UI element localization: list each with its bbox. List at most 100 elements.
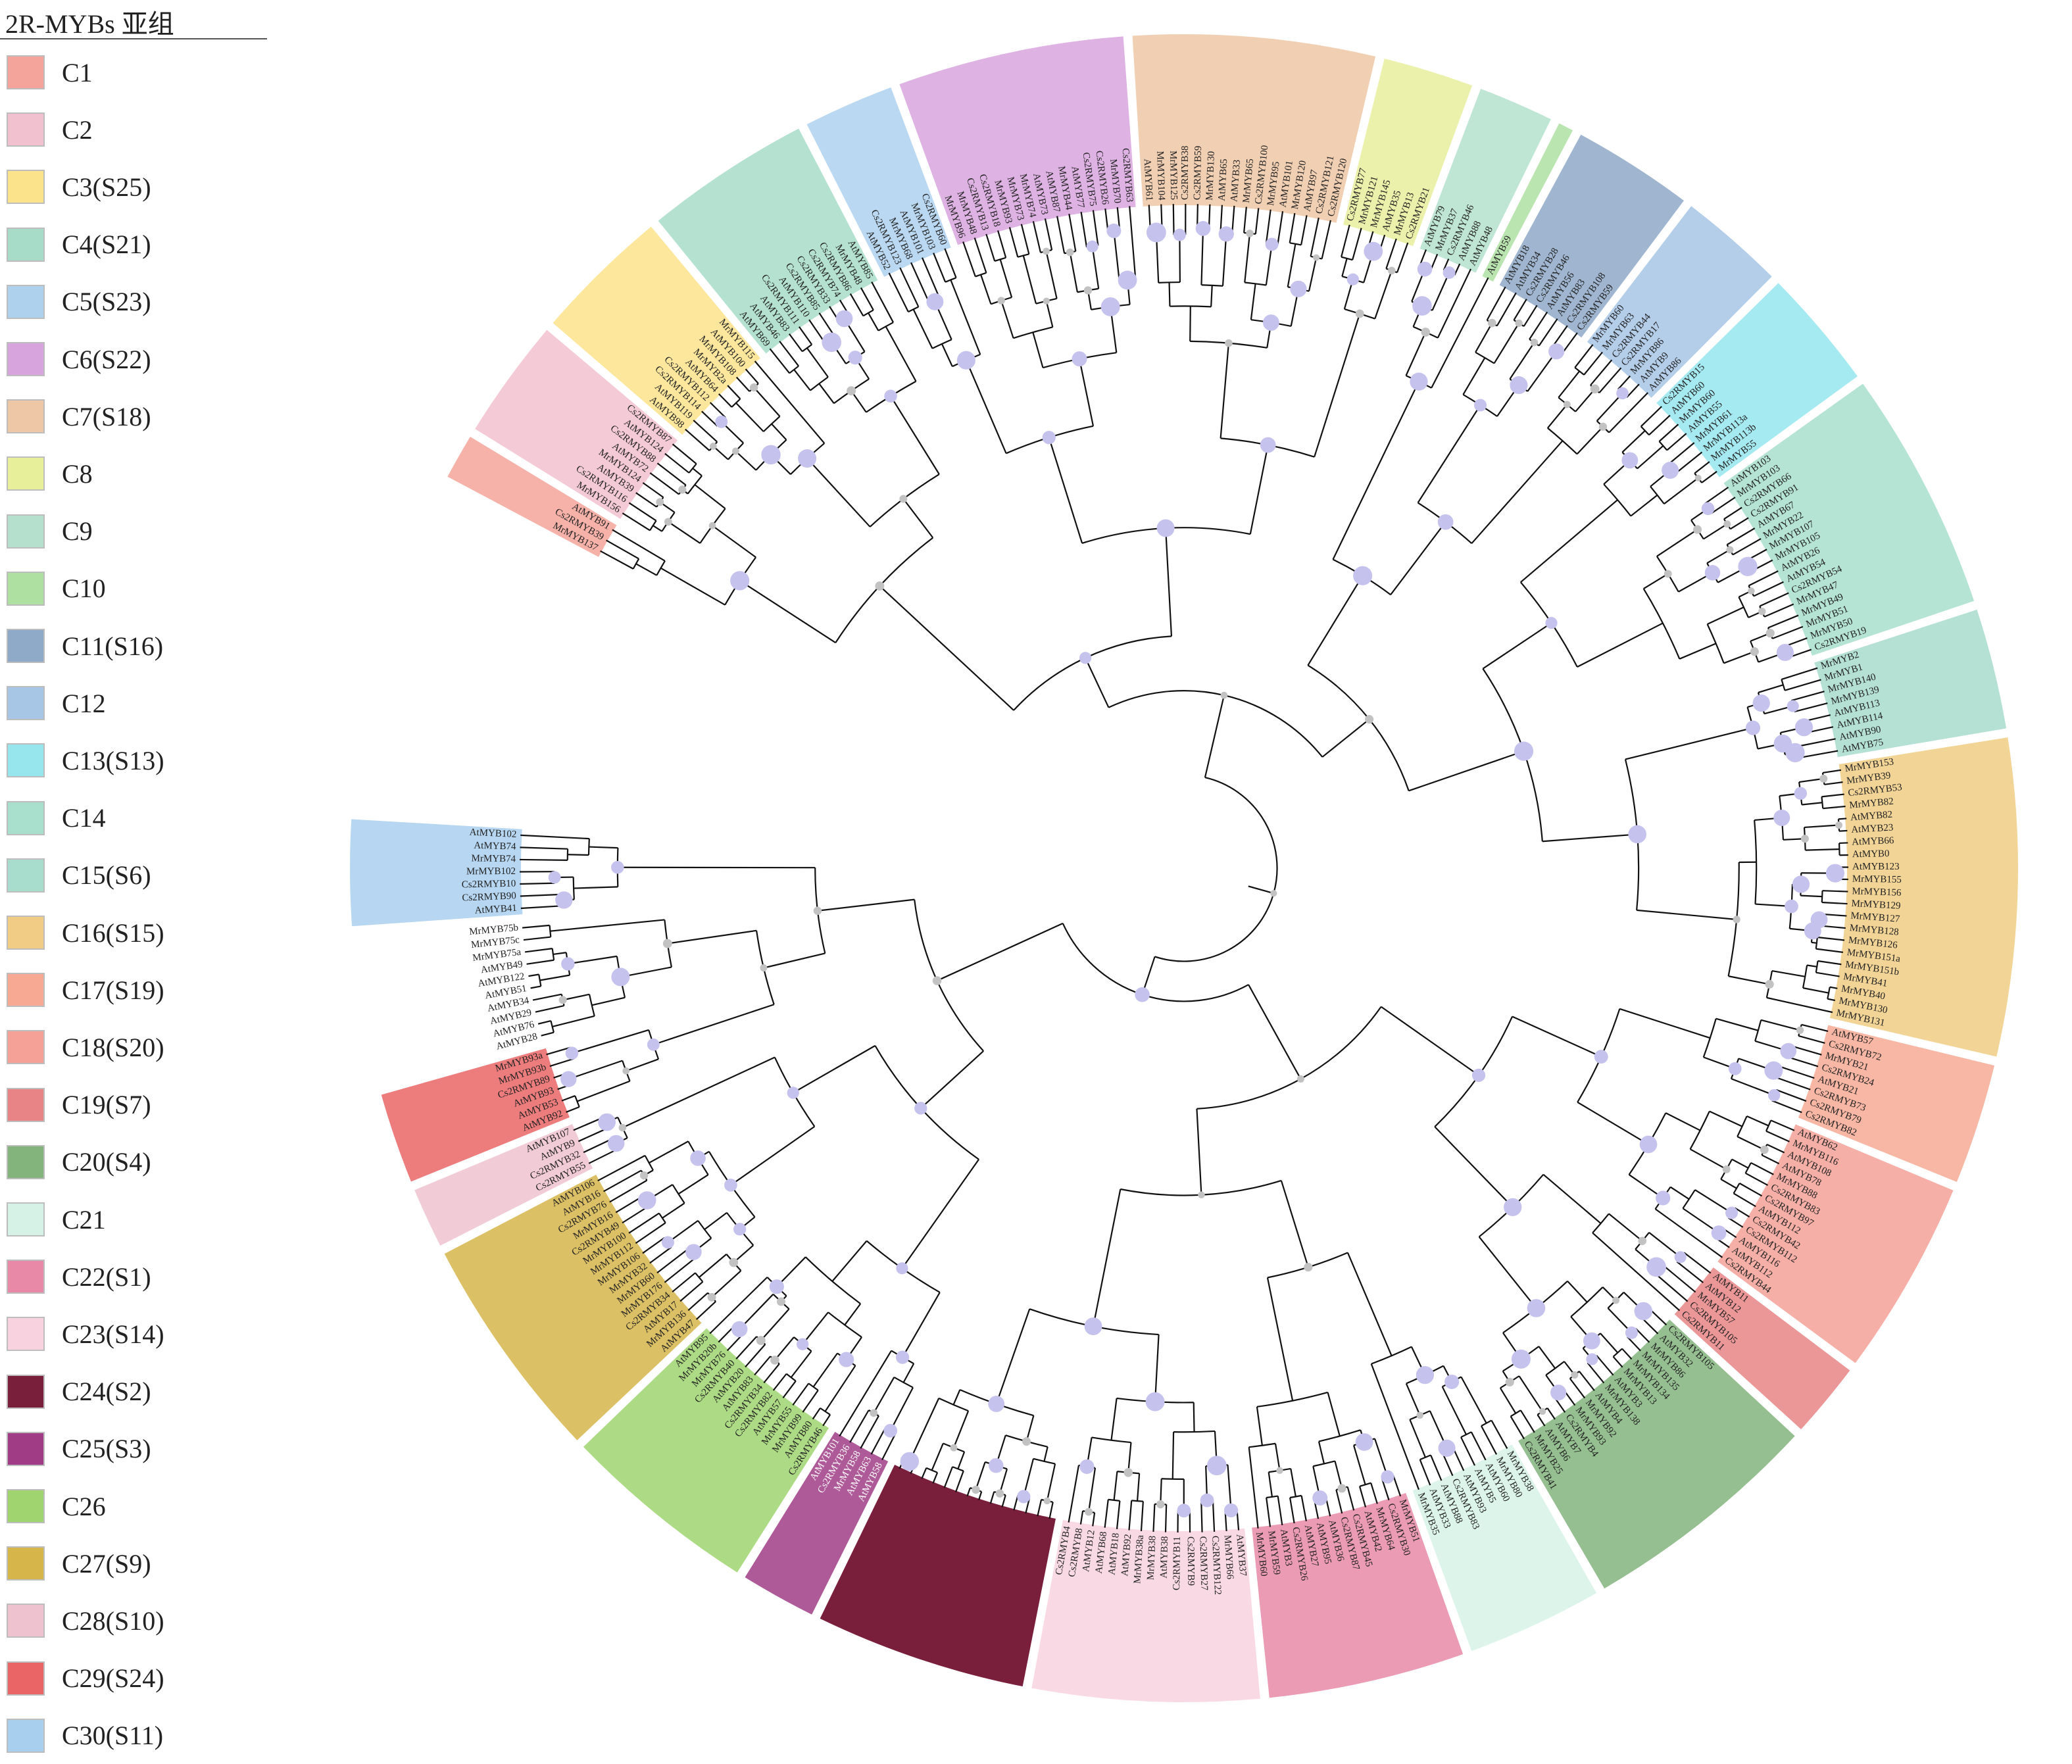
branch: [1470, 1431, 1487, 1461]
support-marker: [770, 1356, 779, 1365]
branch: [994, 257, 1006, 262]
branch: [910, 262, 931, 305]
branch: [1766, 996, 1833, 1014]
support-marker: [1438, 1439, 1456, 1457]
branch: [1545, 1361, 1565, 1376]
legend-item: C24(S2): [7, 1372, 151, 1411]
support-marker: [1118, 270, 1137, 290]
branch: [763, 1363, 780, 1384]
branch: [1759, 592, 1789, 607]
branch: [550, 919, 665, 932]
branch: [635, 1222, 666, 1244]
tip-label: AtMYB41: [474, 903, 517, 916]
branch: [1650, 485, 1665, 504]
support-marker: [1022, 1437, 1031, 1446]
branch: [997, 230, 1007, 258]
branch: [849, 293, 864, 316]
branch: [1523, 305, 1538, 327]
legend-label: C11(S16): [62, 631, 164, 661]
support-marker: [1262, 314, 1279, 331]
clade-band: [1132, 34, 1376, 223]
branch: [553, 952, 566, 956]
branch: [672, 1272, 696, 1293]
legend-swatch: [7, 858, 45, 893]
support-marker: [1711, 1225, 1727, 1240]
branch: [1266, 1497, 1271, 1527]
tip-label: MrMYB70: [1108, 159, 1123, 204]
branch: [1346, 1252, 1393, 1356]
branch: [1587, 1362, 1605, 1384]
tip-label: AtMYB0: [1852, 848, 1890, 860]
legend-label: C18(S20): [62, 1032, 164, 1062]
branch: [944, 248, 957, 278]
branch: [889, 1387, 914, 1431]
support-marker: [1206, 1456, 1227, 1476]
support-marker: [1745, 720, 1761, 735]
support-marker: [761, 445, 781, 465]
branch: [678, 1174, 709, 1195]
branch: [672, 443, 697, 465]
branch: [1193, 1402, 1195, 1433]
branch: [1729, 517, 1749, 530]
branch: [1405, 331, 1427, 376]
branch: [1815, 948, 1844, 953]
branch: [1821, 793, 1844, 798]
legend-label: C14: [62, 803, 106, 833]
branch: [526, 959, 555, 965]
clade-band: [381, 1048, 570, 1182]
legend-swatch: [7, 743, 45, 778]
branch: [1798, 777, 1824, 783]
branch: [1643, 573, 1669, 589]
branch: [1702, 1018, 1717, 1058]
legend-swatch: [7, 571, 45, 606]
support-marker: [1590, 384, 1600, 394]
branch: [642, 482, 664, 499]
support-marker: [1628, 825, 1646, 844]
legend-item: C11(S16): [7, 626, 163, 666]
branch: [1746, 1115, 1769, 1127]
support-marker: [656, 498, 664, 506]
legend-label: C26: [62, 1491, 106, 1521]
clade-band: [553, 226, 760, 435]
legend-item: C13(S13): [7, 741, 164, 780]
branch: [1640, 406, 1662, 428]
branch: [635, 563, 657, 576]
branch: [1437, 268, 1471, 339]
branch: [1196, 1108, 1202, 1195]
branch: [535, 1004, 564, 1013]
branch: [1682, 1189, 1696, 1209]
clade-band: [1499, 134, 1684, 338]
branch: [1045, 301, 1054, 328]
legend-swatch: [7, 1604, 45, 1638]
branch: [1318, 1429, 1361, 1442]
branch: [1658, 441, 1668, 451]
support-marker: [1800, 835, 1809, 843]
branch: [735, 451, 757, 471]
legend-swatch: [7, 1718, 45, 1753]
branch: [1745, 1172, 1769, 1187]
support-marker: [664, 518, 672, 526]
branch: [1088, 1467, 1097, 1512]
branch: [520, 846, 568, 850]
legend-item: C19(S7): [7, 1085, 151, 1125]
tip-label: MrMYB104: [1154, 151, 1167, 201]
support-marker: [950, 1444, 958, 1452]
branch: [1817, 936, 1845, 941]
branch: [709, 1277, 768, 1335]
branch: [1154, 1334, 1160, 1402]
support-marker: [1084, 1317, 1102, 1336]
support-marker: [769, 1279, 784, 1294]
support-marker: [1225, 339, 1233, 347]
branch: [1527, 351, 1558, 392]
branch: [822, 1414, 831, 1427]
support-marker: [1701, 502, 1715, 516]
support-marker: [1694, 474, 1702, 481]
branch: [1321, 718, 1370, 758]
support-marker: [1612, 1296, 1620, 1304]
legend-item: C3(S25): [7, 167, 151, 207]
support-marker: [561, 957, 575, 971]
support-marker: [1346, 273, 1359, 285]
branch: [952, 1410, 970, 1448]
branch: [1666, 433, 1687, 451]
branch: [1287, 243, 1296, 287]
